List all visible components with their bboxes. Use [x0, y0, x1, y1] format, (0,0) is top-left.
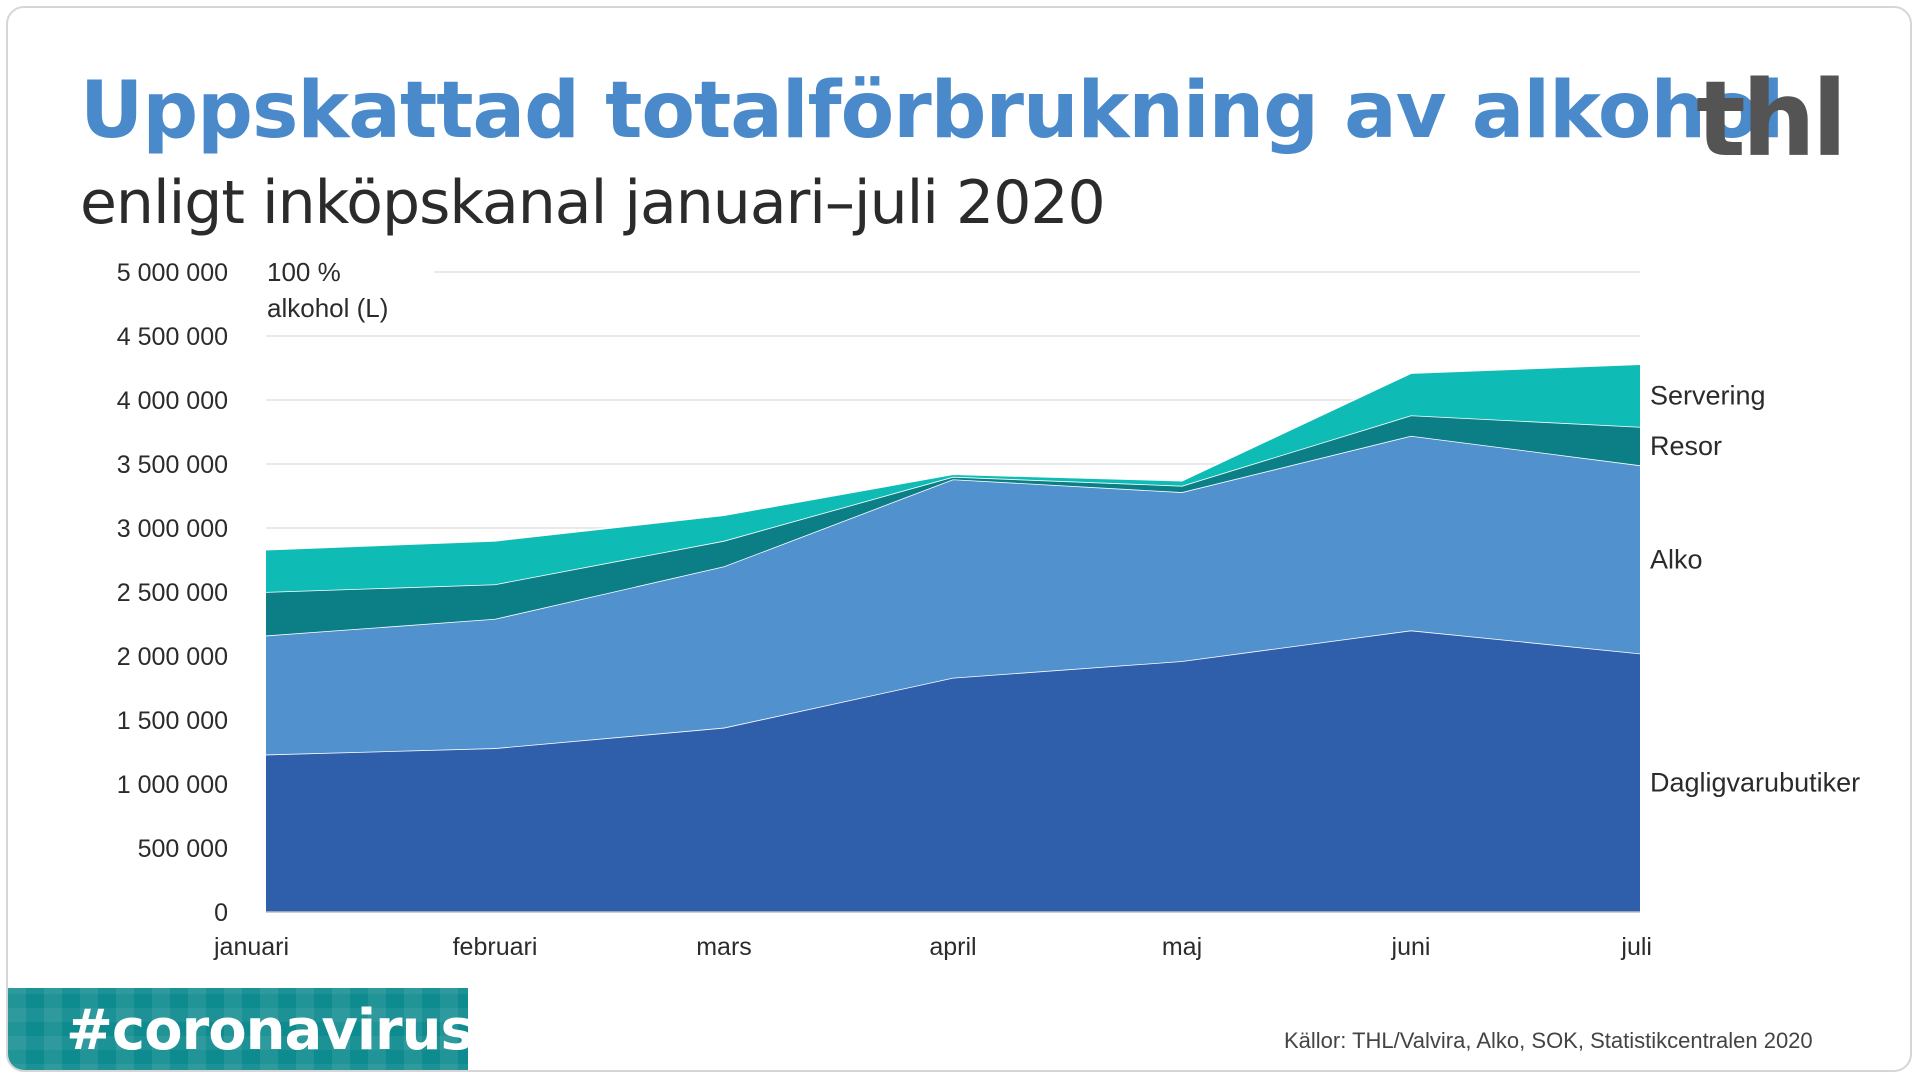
series-label-resor: Resor: [1650, 431, 1722, 461]
y-tick-label: 3 000 000: [117, 515, 228, 543]
source-note: Källor: THL/Valvira, Alko, SOK, Statisti…: [1284, 1028, 1813, 1053]
x-tick-label: maj: [1162, 933, 1202, 961]
area-alko: [266, 435, 1640, 755]
chart-subtitle: enligt inköpskanal januari–juli 2020: [80, 168, 1106, 238]
y-tick-label: 2 500 000: [117, 579, 228, 607]
y-axis-label: alkohol (L): [267, 293, 388, 323]
thl-logo: thl: [1696, 58, 1847, 180]
y-tick-label: 2 000 000: [117, 643, 228, 671]
y-tick-label: 5 000 000: [117, 259, 228, 287]
x-tick-label: april: [929, 933, 976, 961]
y-tick-label: 500 000: [138, 835, 228, 863]
series-label-servering: Servering: [1650, 381, 1766, 411]
y-tick-label: 4 500 000: [117, 323, 228, 351]
chart-title: Uppskattad totalförbrukning av alkohol: [80, 66, 1784, 156]
y-tick-label: 1 500 000: [117, 707, 228, 735]
area-series: [265, 363, 1641, 912]
x-tick-label: juli: [1620, 933, 1652, 961]
hashtag-text: #coronavirus: [66, 998, 468, 1063]
y-tick-label: 4 000 000: [117, 387, 228, 415]
x-tick-label: februari: [453, 933, 538, 961]
x-tick-label: juni: [1391, 933, 1431, 961]
banner-pattern: [8, 988, 468, 1070]
series-label-alko: Alko: [1650, 544, 1703, 574]
x-tick-label: januari: [213, 933, 289, 961]
area-edge-servering: [265, 363, 1641, 551]
y-tick-label: 0: [214, 899, 228, 927]
y-axis-label: 100 %: [267, 257, 341, 287]
area-dagligvarubutiker: [266, 630, 1640, 912]
x-tick-label: mars: [696, 933, 752, 961]
area-resor: [266, 415, 1640, 636]
y-tick-label: 3 500 000: [117, 451, 228, 479]
y-tick-label: 1 000 000: [117, 771, 228, 799]
labels: 0 500 000 1 000 000 1 500 000 2 000 000 2 500…: [117, 257, 1860, 961]
hashtag-banner: #coronavirus: [8, 988, 468, 1070]
area-servering: [266, 364, 1640, 592]
series-label-dagligvarubutiker: Dagligvarubutiker: [1650, 768, 1860, 798]
